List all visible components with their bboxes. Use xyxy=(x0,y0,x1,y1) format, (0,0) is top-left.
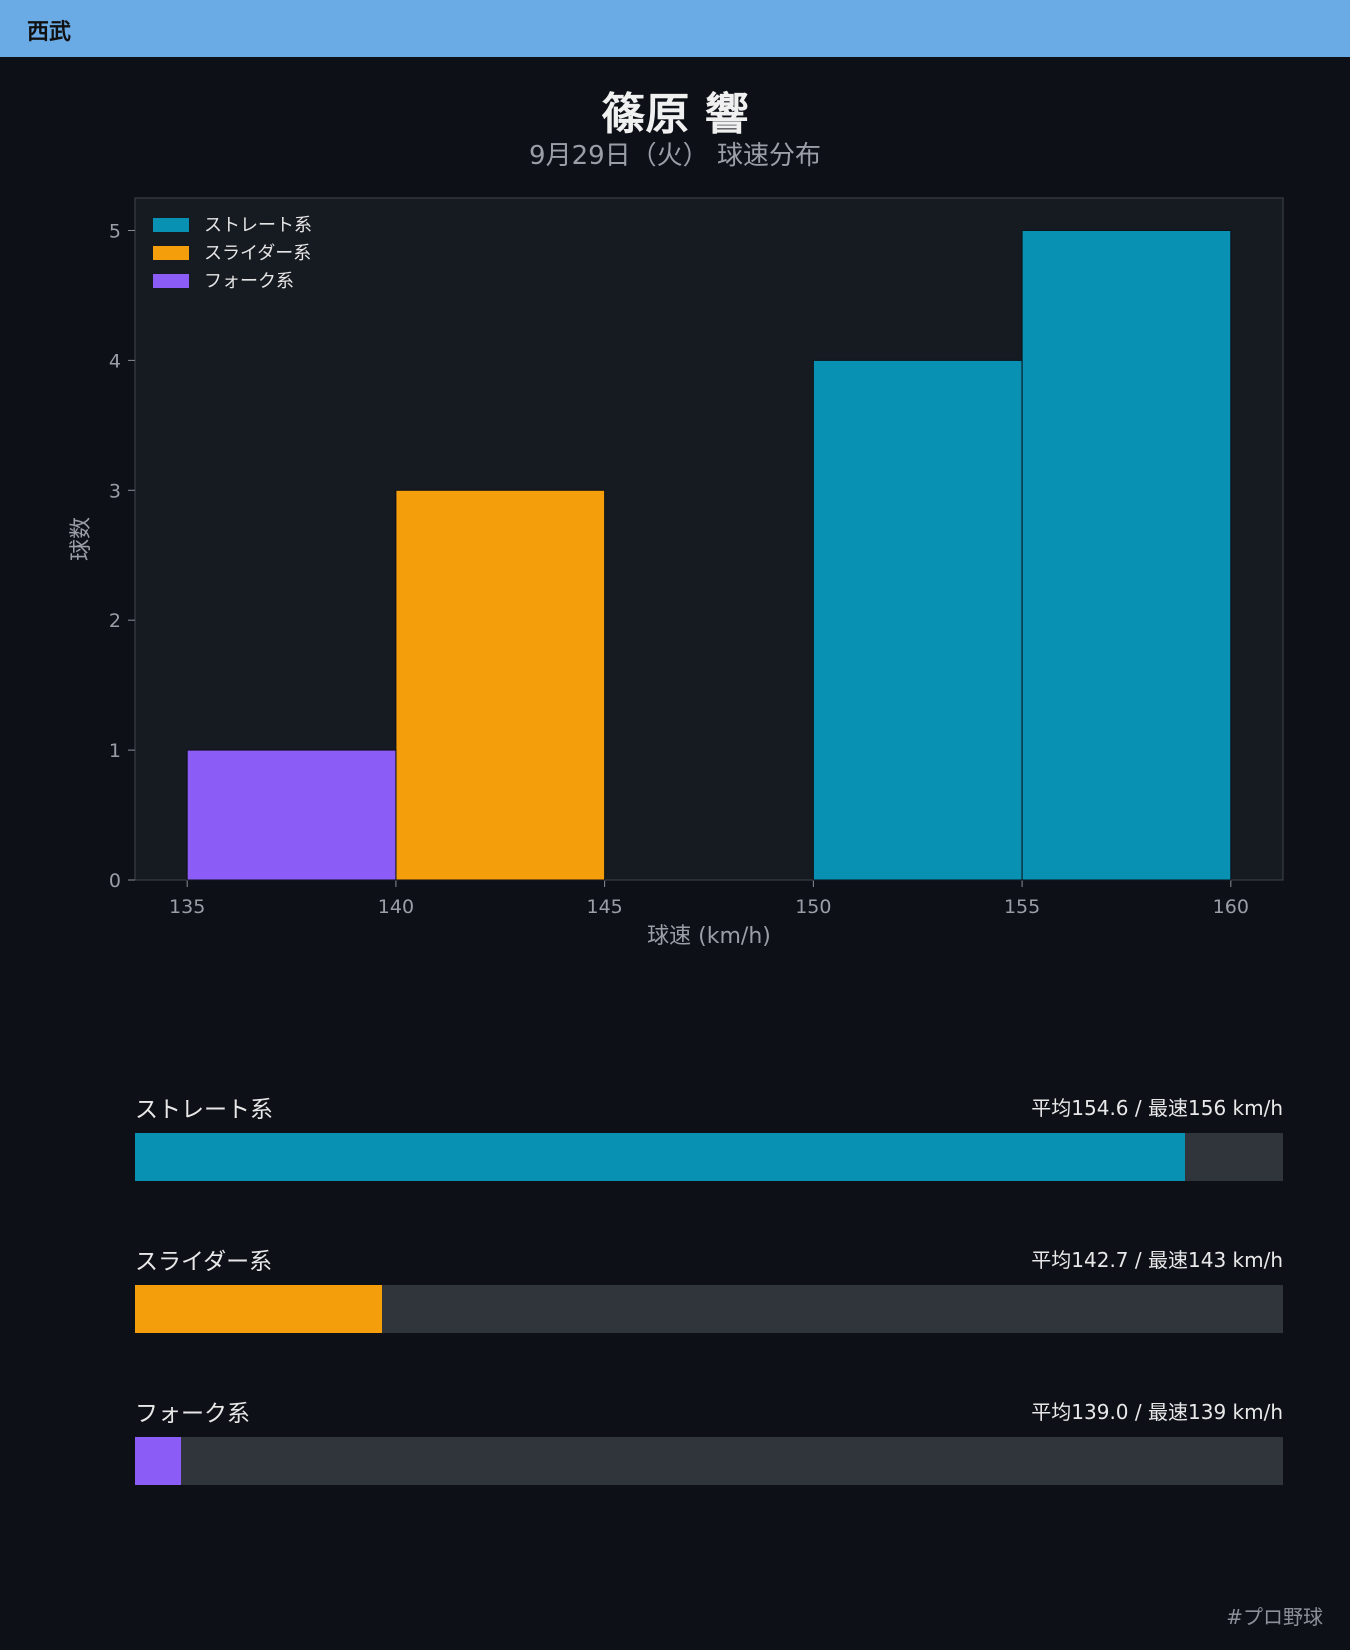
stat-pitch-value: 平均154.6 / 最速156 km/h xyxy=(1031,1096,1283,1120)
legend-label: ストレート系 xyxy=(204,215,312,236)
histogram-bar xyxy=(395,489,606,881)
x-tick-label: 140 xyxy=(378,896,414,918)
x-axis-label: 球速 (km/h) xyxy=(647,924,771,949)
legend-swatch xyxy=(153,246,189,260)
team-header-bar: 西武 xyxy=(0,0,1350,57)
legend-swatch xyxy=(153,218,189,232)
stat-pitch-value: 平均142.7 / 最速143 km/h xyxy=(1031,1248,1283,1272)
legend-label: フォーク系 xyxy=(204,271,294,292)
x-tick-label: 155 xyxy=(1004,896,1040,918)
stat-progress-track xyxy=(135,1133,1283,1181)
histogram-bar xyxy=(186,749,397,881)
hashtag-footer: #プロ野球 xyxy=(1226,1605,1323,1629)
x-tick-label: 150 xyxy=(795,896,831,918)
stat-progress-fill xyxy=(135,1133,1186,1181)
x-tick-label: 160 xyxy=(1213,896,1249,918)
stat-pitch-name: フォーク系 xyxy=(135,1401,250,1427)
histogram-bar xyxy=(812,359,1023,881)
stat-pitch-value: 平均139.0 / 最速139 km/h xyxy=(1031,1400,1283,1424)
histogram-bar xyxy=(1021,229,1232,881)
team-name: 西武 xyxy=(27,20,72,45)
velocity-histogram-chart: 135 140 145 150 155 160 0 1 2 3 4 5 球速 (km/h) 球数 ストレート… xyxy=(69,197,1284,949)
y-tick-label: 4 xyxy=(109,350,121,372)
stat-progress-fill xyxy=(135,1285,382,1333)
legend-label: スライダー系 xyxy=(204,243,311,264)
stat-pitch-name: ストレート系 xyxy=(135,1097,273,1123)
page-title: 篠原 響 xyxy=(601,89,749,140)
y-tick-label: 0 xyxy=(109,870,121,892)
stat-progress-track xyxy=(135,1285,1283,1333)
y-tick-label: 1 xyxy=(109,740,121,762)
y-tick-label: 3 xyxy=(109,480,121,502)
y-tick-label: 5 xyxy=(109,220,121,242)
stat-progress-track xyxy=(135,1437,1283,1485)
page-subtitle: 9月29日（火） 球速分布 xyxy=(529,141,821,171)
y-axis-label: 球数 xyxy=(69,517,94,561)
x-tick-label: 145 xyxy=(587,896,623,918)
y-tick-label: 2 xyxy=(109,610,121,632)
legend-swatch xyxy=(153,274,189,288)
stat-pitch-name: スライダー系 xyxy=(135,1249,273,1275)
stat-progress-fill xyxy=(135,1437,181,1485)
x-tick-label: 135 xyxy=(169,896,205,918)
